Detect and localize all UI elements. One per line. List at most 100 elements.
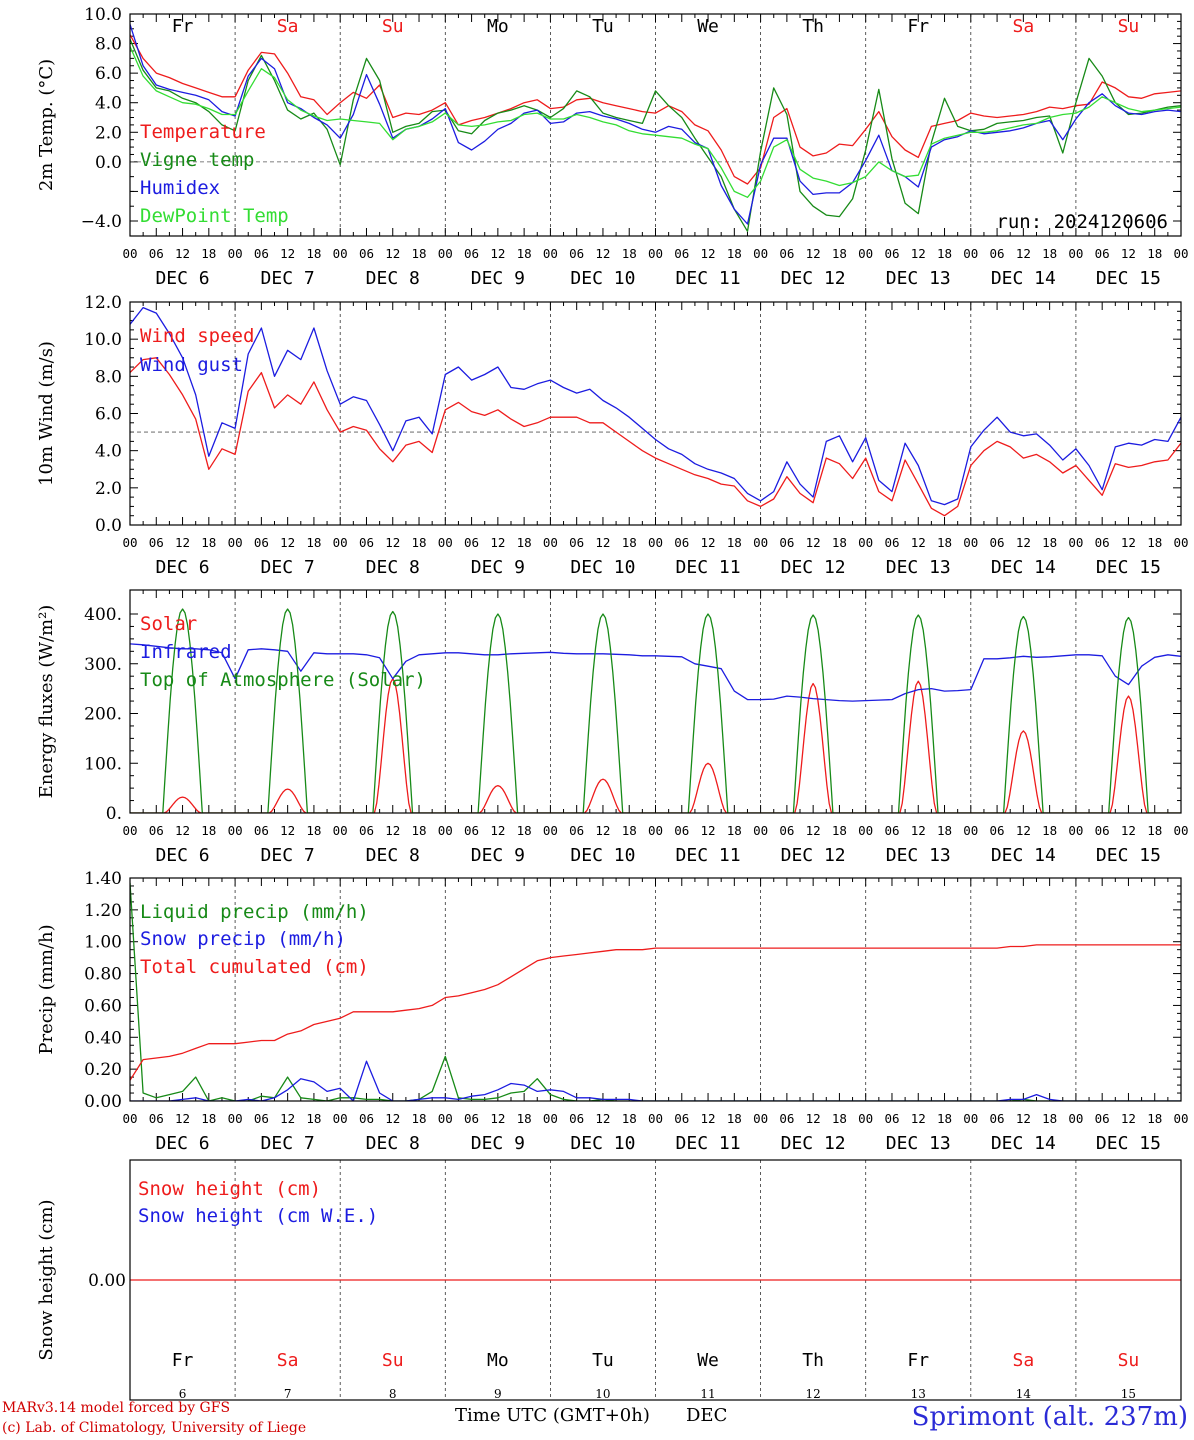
panel-3: 400.300.200.100.0.00 06 12 18 00 06 12 18 00 06 12… [36,589,1189,866]
hour-label: 06 [674,823,689,838]
hour-label: 00 [333,535,348,550]
day-number: 15 [1121,1387,1136,1401]
hour-label: 00 [753,1111,768,1126]
y-tick-label: 0.20 [84,1060,122,1080]
hour-label: 06 [1095,246,1110,261]
hour-label: 12 [1121,1111,1136,1126]
hour-label: 06 [569,1111,584,1126]
y-axis-label: Snow height (cm) [36,1199,57,1360]
date-label: DEC 6 [155,1133,209,1154]
y-tick-label: 400. [84,605,122,625]
hour-label: 18 [306,823,321,838]
date-label: DEC 6 [155,557,209,578]
series-total-cumulated-cm [130,944,1181,1081]
date-label: DEC 10 [570,1133,635,1154]
date-label: DEC 10 [570,557,635,578]
hour-label: 18 [201,1111,216,1126]
hour-label: 00 [858,823,873,838]
legend-entry: DewPoint Temp [140,205,289,227]
hour-label: 18 [1147,246,1162,261]
hour-label: 18 [201,823,216,838]
weekday-label: Su [382,1350,404,1371]
hour-label: 12 [1016,823,1031,838]
y-tick-label: 200. [84,705,122,725]
date-label: DEC 8 [366,557,420,578]
hour-label: 18 [411,1111,426,1126]
panel-frame [129,589,1182,814]
y-tick-label: 1.40 [84,869,122,889]
hour-label: 18 [727,823,742,838]
weekday-label: Fr [172,1350,194,1371]
hour-label: 18 [727,1111,742,1126]
hour-label: 00 [333,1111,348,1126]
hour-label: 06 [569,823,584,838]
hour-label: 06 [779,823,794,838]
date-label: DEC 12 [781,557,846,578]
series-liquid-precip-mm-h [130,882,1181,1101]
legend-entry: Top of Atmosphere (Solar) [140,669,426,691]
hour-label: 00 [438,535,453,550]
date-label: DEC 9 [471,268,525,289]
date-label: DEC 7 [261,557,315,578]
hour-label: 12 [1016,535,1031,550]
hour-label: 06 [149,823,164,838]
hour-label: 00 [753,823,768,838]
hour-label: 00 [753,246,768,261]
y-tick-label: 8.0 [95,367,122,387]
legend-entry: Solar [140,613,197,635]
y-tick-label: 300. [84,655,122,675]
hour-label: 00 [648,535,663,550]
weekday-label: Su [382,16,404,37]
hour-label: 06 [779,1111,794,1126]
hour-label: 18 [937,535,952,550]
date-label: DEC 15 [1096,845,1161,866]
date-label: DEC 15 [1096,1133,1161,1154]
weekday-label: We [697,16,719,37]
hour-label: 06 [149,1111,164,1126]
y-tick-label: 8.0 [95,35,122,55]
y-axis-label: 2m Temp. (°C) [36,59,57,191]
hour-label: 00 [1068,1111,1083,1126]
hour-label: 18 [937,1111,952,1126]
y-tick-label: 0.00 [88,1271,126,1291]
hour-label: 00 [1173,823,1188,838]
date-label: DEC 7 [261,845,315,866]
y-tick-label: 4.0 [95,94,122,114]
date-label: DEC 13 [886,268,951,289]
hour-label: 18 [306,1111,321,1126]
hour-label: 00 [753,535,768,550]
hour-label: 00 [543,823,558,838]
hour-label: 06 [884,246,899,261]
hour-label: 06 [569,535,584,550]
hour-label: 12 [280,1111,295,1126]
hour-label: 06 [884,823,899,838]
hour-label: 12 [595,246,610,261]
legend-entry: Wind speed [140,325,254,347]
hour-label: 12 [385,1111,400,1126]
hour-label: 12 [1121,246,1136,261]
hour-label: 18 [306,246,321,261]
y-tick-label: 6.0 [95,64,122,84]
hour-label: 12 [806,1111,821,1126]
y-tick-label: 0.00 [84,1092,122,1112]
series-dewpoint-temp [130,46,1181,198]
hour-label: 06 [254,246,269,261]
legend-entry: Snow height (cm) [138,1178,321,1200]
y-tick-label: 1.20 [84,901,122,921]
hour-label: 00 [858,246,873,261]
hour-label: 00 [963,246,978,261]
hour-label: 06 [359,1111,374,1126]
y-tick-label: 0.0 [95,153,122,173]
hour-label: 12 [701,823,716,838]
series-infrared [130,643,1181,702]
weekday-label: Sa [1013,1350,1035,1371]
day-number: 9 [494,1387,502,1401]
y-tick-label: 0. [106,804,122,824]
run-label: run: 2024120606 [996,211,1168,233]
weekday-label: Sa [277,16,299,37]
hour-label: 12 [595,535,610,550]
hour-label: 12 [701,1111,716,1126]
hour-label: 06 [254,535,269,550]
date-label: DEC 15 [1096,557,1161,578]
